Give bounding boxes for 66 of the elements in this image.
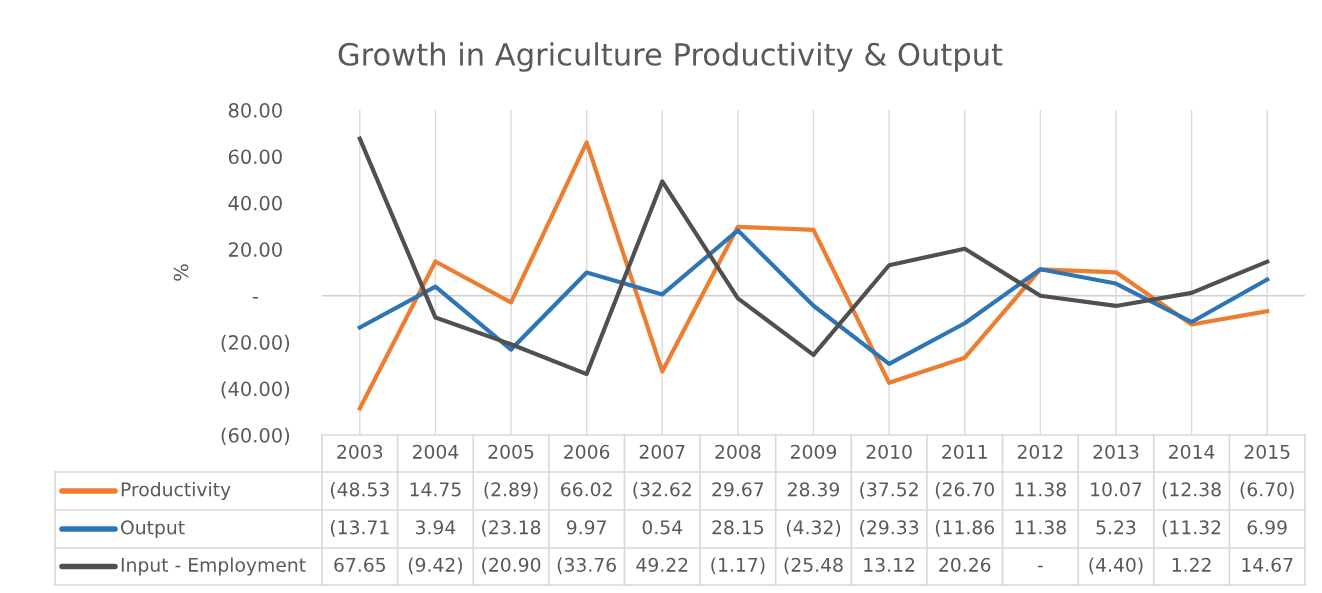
data-label: 3.94 xyxy=(415,520,456,535)
legend-label: Productivity xyxy=(121,481,231,501)
data-label: 5.23 xyxy=(1096,520,1136,535)
x-tick-label: 2006 xyxy=(564,444,610,459)
y-tick-label: (60.00) xyxy=(221,427,290,445)
x-tick-label: 2007 xyxy=(639,444,685,459)
data-label: (26.70 xyxy=(935,481,994,499)
legend-label: Output xyxy=(121,520,185,539)
data-label: 67.65 xyxy=(334,557,386,572)
x-tick-label: 2005 xyxy=(488,444,534,459)
data-label: (23.18 xyxy=(482,519,541,537)
data-label: (29.33 xyxy=(860,519,919,537)
data-label: (2.89) xyxy=(484,481,538,499)
data-label: 11.38 xyxy=(1015,482,1066,497)
x-tick-label: 2010 xyxy=(866,444,912,459)
data-label: 28.39 xyxy=(788,482,840,497)
data-label: (4.40) xyxy=(1089,557,1143,575)
y-tick-label: (20.00) xyxy=(221,334,290,353)
y-tick-label: 80.00 xyxy=(228,102,282,118)
x-tick-label: 2015 xyxy=(1244,444,1290,459)
data-label: 13.12 xyxy=(864,557,915,572)
x-tick-label: 2012 xyxy=(1017,444,1063,459)
y-tick-label: (40.00) xyxy=(221,381,290,399)
data-label: (12.38 xyxy=(1162,481,1221,499)
data-label: (32.62 xyxy=(633,481,691,499)
y-tick-label: 20.00 xyxy=(228,242,282,257)
data-label: 6.99 xyxy=(1247,520,1287,535)
data-label: 14.75 xyxy=(410,482,461,497)
x-tick-label: 2013 xyxy=(1093,444,1139,459)
x-tick-label: 2014 xyxy=(1169,444,1215,459)
x-tick-label: 2009 xyxy=(791,444,837,459)
data-label: (11.86 xyxy=(935,519,995,537)
x-tick-label: 2003 xyxy=(337,444,383,459)
data-label: (37.52 xyxy=(860,481,918,499)
x-tick-label: 2008 xyxy=(715,444,761,459)
data-label: 0.54 xyxy=(642,520,683,535)
data-label: (13.71 xyxy=(330,519,389,537)
x-tick-label: 2004 xyxy=(412,444,459,459)
y-tick-label: 40.00 xyxy=(228,195,282,211)
data-label: (25.48 xyxy=(784,557,843,575)
data-label: 9.97 xyxy=(566,520,606,535)
y-axis-title: % xyxy=(173,264,189,281)
data-label: (33.76 xyxy=(557,557,616,575)
data-label: (11.32 xyxy=(1162,519,1221,537)
data-label: (4.32) xyxy=(786,519,841,537)
data-label: 1.22 xyxy=(1172,557,1211,572)
chart-title: Growth in Agriculture Productivity & Output xyxy=(338,42,1003,72)
data-label: (20.90 xyxy=(482,557,541,575)
data-label: - xyxy=(1037,565,1043,568)
data-label: 28.15 xyxy=(712,520,764,535)
y-tick-label: - xyxy=(252,297,258,299)
data-label: (48.53 xyxy=(330,481,389,499)
data-label: 10.07 xyxy=(1091,482,1142,497)
data-label: 49.22 xyxy=(636,557,688,572)
legend-label: Input - Employment xyxy=(121,557,306,576)
data-label: (9.42) xyxy=(408,557,462,575)
data-label: 66.02 xyxy=(561,482,612,497)
y-tick-label: 60.00 xyxy=(228,149,282,165)
line-series xyxy=(357,228,1270,366)
x-tick-label: 2011 xyxy=(942,444,987,459)
data-label: 14.67 xyxy=(1242,557,1293,572)
data-label: 20.26 xyxy=(939,557,991,572)
data-label: (1.17) xyxy=(711,557,765,575)
data-label: 29.67 xyxy=(712,482,764,497)
data-label: 11.38 xyxy=(1015,520,1066,535)
data-label: (6.70) xyxy=(1240,481,1294,499)
